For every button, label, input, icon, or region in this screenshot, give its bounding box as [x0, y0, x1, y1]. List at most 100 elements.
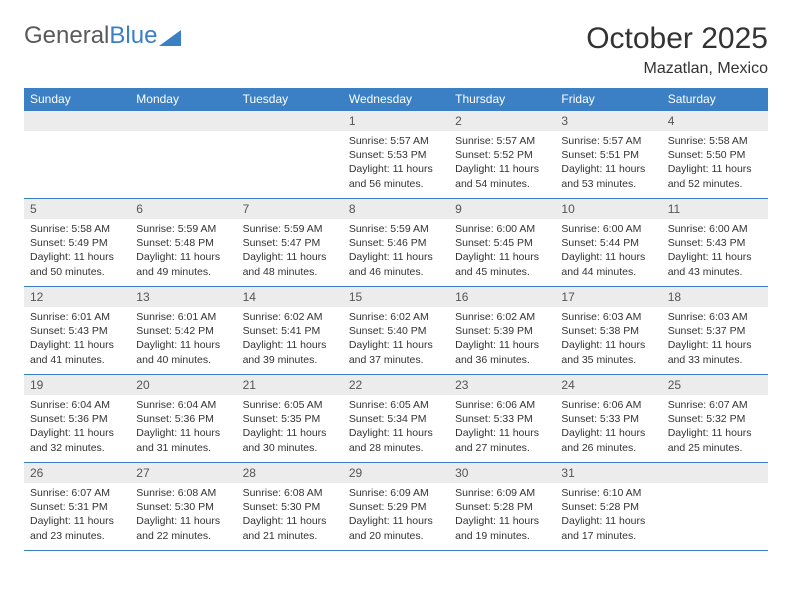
sunset-text: Sunset: 5:40 PM	[349, 324, 443, 338]
day-details: Sunrise: 5:59 AMSunset: 5:46 PMDaylight:…	[343, 219, 449, 283]
daylight-text: Daylight: 11 hours and 30 minutes.	[243, 426, 337, 454]
day-details: Sunrise: 6:03 AMSunset: 5:37 PMDaylight:…	[662, 307, 768, 371]
day-details: Sunrise: 6:05 AMSunset: 5:34 PMDaylight:…	[343, 395, 449, 459]
calendar-day-cell: 15Sunrise: 6:02 AMSunset: 5:40 PMDayligh…	[343, 287, 449, 375]
daylight-text: Daylight: 11 hours and 52 minutes.	[668, 162, 762, 190]
calendar-day-cell: 26Sunrise: 6:07 AMSunset: 5:31 PMDayligh…	[24, 463, 130, 551]
sunrise-text: Sunrise: 6:02 AM	[455, 310, 549, 324]
sunset-text: Sunset: 5:46 PM	[349, 236, 443, 250]
day-details: Sunrise: 6:00 AMSunset: 5:43 PMDaylight:…	[662, 219, 768, 283]
sunset-text: Sunset: 5:33 PM	[561, 412, 655, 426]
calendar-day-cell: 10Sunrise: 6:00 AMSunset: 5:44 PMDayligh…	[555, 199, 661, 287]
calendar-day-cell: 13 Sunrise: 6:01 AMSunset: 5:42 PMDayligh…	[130, 287, 236, 375]
day-number: 19	[24, 375, 130, 395]
sunrise-text: Sunrise: 6:00 AM	[668, 222, 762, 236]
location-label: Mazatlan, Mexico	[586, 60, 768, 78]
sunset-text: Sunset: 5:30 PM	[136, 500, 230, 514]
day-details: Sunrise: 6:00 AMSunset: 5:45 PMDaylight:…	[449, 219, 555, 283]
sunset-text: Sunset: 5:45 PM	[455, 236, 549, 250]
daylight-text: Daylight: 11 hours and 48 minutes.	[243, 250, 337, 278]
day-number: 30	[449, 463, 555, 483]
daylight-text: Daylight: 11 hours and 44 minutes.	[561, 250, 655, 278]
calendar-day-cell: 31Sunrise: 6:10 AMSunset: 5:28 PMDayligh…	[555, 463, 661, 551]
daylight-text: Daylight: 11 hours and 19 minutes.	[455, 514, 549, 542]
sunset-text: Sunset: 5:41 PM	[243, 324, 337, 338]
day-number: 20	[130, 375, 236, 395]
sunrise-text: Sunrise: 6:03 AM	[561, 310, 655, 324]
calendar-day-cell: 28Sunrise: 6:08 AMSunset: 5:30 PMDayligh…	[237, 463, 343, 551]
sunrise-text: Sunrise: 6:09 AM	[455, 486, 549, 500]
calendar-day-cell: 5Sunrise: 5:58 AMSunset: 5:49 PMDaylight…	[24, 199, 130, 287]
daylight-text: Daylight: 11 hours and 35 minutes.	[561, 338, 655, 366]
calendar-day-cell: 30Sunrise: 6:09 AMSunset: 5:28 PMDayligh…	[449, 463, 555, 551]
calendar-day-cell: 27Sunrise: 6:08 AMSunset: 5:30 PMDayligh…	[130, 463, 236, 551]
sunrise-text: Sunrise: 6:02 AM	[349, 310, 443, 324]
calendar-day-cell: 24Sunrise: 6:06 AMSunset: 5:33 PMDayligh…	[555, 375, 661, 463]
calendar-day-cell: 1Sunrise: 5:57 AMSunset: 5:53 PMDaylight…	[343, 111, 449, 199]
daylight-text: Daylight: 11 hours and 40 minutes.	[136, 338, 230, 366]
sunset-text: Sunset: 5:39 PM	[455, 324, 549, 338]
day-number	[130, 111, 236, 131]
day-number: 26	[24, 463, 130, 483]
day-number: 1	[343, 111, 449, 131]
daylight-text: Daylight: 11 hours and 56 minutes.	[349, 162, 443, 190]
sunrise-text: Sunrise: 6:01 AM	[136, 310, 230, 324]
header: GeneralBlue October 2025 Mazatlan, Mexic…	[24, 22, 768, 78]
sunset-text: Sunset: 5:51 PM	[561, 148, 655, 162]
sunrise-text: Sunrise: 6:01 AM	[30, 310, 124, 324]
day-number: 9	[449, 199, 555, 219]
sunset-text: Sunset: 5:42 PM	[136, 324, 230, 338]
day-number: 11	[662, 199, 768, 219]
day-details: Sunrise: 6:03 AMSunset: 5:38 PMDaylight:…	[555, 307, 661, 371]
day-number: 18	[662, 287, 768, 307]
day-details: Sunrise: 6:00 AMSunset: 5:44 PMDaylight:…	[555, 219, 661, 283]
day-details: Sunrise: 6:06 AMSunset: 5:33 PMDaylight:…	[555, 395, 661, 459]
sunrise-text: Sunrise: 6:09 AM	[349, 486, 443, 500]
sunrise-text: Sunrise: 5:57 AM	[349, 134, 443, 148]
day-details: Sunrise: 6:09 AMSunset: 5:28 PMDaylight:…	[449, 483, 555, 547]
daylight-text: Daylight: 11 hours and 36 minutes.	[455, 338, 549, 366]
weekday-header-row: SundayMondayTuesdayWednesdayThursdayFrid…	[24, 88, 768, 111]
day-number: 6	[130, 199, 236, 219]
day-number: 25	[662, 375, 768, 395]
sunrise-text: Sunrise: 6:04 AM	[30, 398, 124, 412]
day-number: 7	[237, 199, 343, 219]
calendar-table: SundayMondayTuesdayWednesdayThursdayFrid…	[24, 88, 768, 551]
daylight-text: Daylight: 11 hours and 28 minutes.	[349, 426, 443, 454]
daylight-text: Daylight: 11 hours and 53 minutes.	[561, 162, 655, 190]
calendar-week-row: 19Sunrise: 6:04 AMSunset: 5:36 PMDayligh…	[24, 375, 768, 463]
day-number: 13	[130, 287, 236, 307]
brand-part2: Blue	[109, 22, 157, 50]
calendar-day-cell: 16Sunrise: 6:02 AMSunset: 5:39 PMDayligh…	[449, 287, 555, 375]
day-number: 17	[555, 287, 661, 307]
daylight-text: Daylight: 11 hours and 45 minutes.	[455, 250, 549, 278]
day-details: Sunrise: 5:57 AMSunset: 5:51 PMDaylight:…	[555, 131, 661, 195]
sunrise-text: Sunrise: 6:08 AM	[136, 486, 230, 500]
day-number: 8	[343, 199, 449, 219]
sunrise-text: Sunrise: 6:03 AM	[668, 310, 762, 324]
sunrise-text: Sunrise: 6:05 AM	[349, 398, 443, 412]
day-details: Sunrise: 5:58 AMSunset: 5:49 PMDaylight:…	[24, 219, 130, 283]
day-details: Sunrise: 5:57 AMSunset: 5:52 PMDaylight:…	[449, 131, 555, 195]
calendar-day-cell: 11Sunrise: 6:00 AMSunset: 5:43 PMDayligh…	[662, 199, 768, 287]
day-details: Sunrise: 5:59 AMSunset: 5:47 PMDaylight:…	[237, 219, 343, 283]
day-number: 28	[237, 463, 343, 483]
daylight-text: Daylight: 11 hours and 22 minutes.	[136, 514, 230, 542]
calendar-day-cell: 4Sunrise: 5:58 AMSunset: 5:50 PMDaylight…	[662, 111, 768, 199]
calendar-day-cell: 3Sunrise: 5:57 AMSunset: 5:51 PMDaylight…	[555, 111, 661, 199]
sunset-text: Sunset: 5:52 PM	[455, 148, 549, 162]
sunset-text: Sunset: 5:28 PM	[455, 500, 549, 514]
sunrise-text: Sunrise: 5:57 AM	[455, 134, 549, 148]
day-details: Sunrise: 6:04 AMSunset: 5:36 PMDaylight:…	[24, 395, 130, 459]
calendar-day-cell	[662, 463, 768, 551]
weekday-header: Tuesday	[237, 88, 343, 111]
day-number: 4	[662, 111, 768, 131]
daylight-text: Daylight: 11 hours and 54 minutes.	[455, 162, 549, 190]
daylight-text: Daylight: 11 hours and 46 minutes.	[349, 250, 443, 278]
weekday-header: Friday	[555, 88, 661, 111]
day-details: Sunrise: 5:58 AMSunset: 5:50 PMDaylight:…	[662, 131, 768, 195]
daylight-text: Daylight: 11 hours and 26 minutes.	[561, 426, 655, 454]
sunset-text: Sunset: 5:43 PM	[668, 236, 762, 250]
sunset-text: Sunset: 5:38 PM	[561, 324, 655, 338]
sunset-text: Sunset: 5:47 PM	[243, 236, 337, 250]
